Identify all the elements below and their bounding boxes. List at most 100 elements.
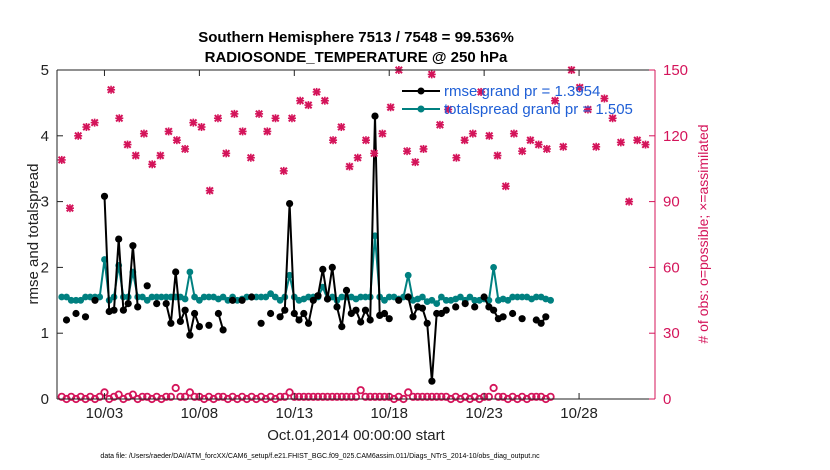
rmse-point	[176, 317, 184, 325]
rmse-point	[81, 313, 90, 321]
rmse-point	[295, 316, 303, 324]
obs-assimilated-marker	[501, 182, 510, 191]
obs-possible-marker	[418, 392, 427, 401]
obs-assimilated-marker	[592, 142, 601, 151]
obs-possible-marker	[427, 392, 436, 401]
rmse-point	[267, 309, 275, 318]
rmse-point	[471, 303, 479, 311]
legend-rmse-marker	[417, 87, 425, 95]
obs-assimilated-marker	[386, 103, 395, 112]
obs-possible-marker	[332, 392, 342, 401]
rmse-point	[195, 323, 203, 331]
rmse-point	[452, 303, 460, 311]
rmse-point	[357, 318, 365, 326]
rmse-point	[129, 242, 137, 250]
obs-assimilated-marker	[600, 94, 609, 103]
rmse-point	[409, 313, 417, 321]
obs-possible-marker	[408, 392, 418, 401]
rmse-line-segment	[165, 271, 201, 337]
totalspread-point	[362, 293, 369, 301]
obs-assimilated-marker	[181, 144, 190, 153]
y2-axis-label: # of obs: o=possible; ×=assimilated	[695, 124, 711, 343]
obs-assimilated-marker	[633, 136, 642, 145]
rmse-point	[162, 300, 170, 308]
y-tick-label: 0	[41, 391, 49, 408]
totalspread-point	[186, 268, 194, 276]
rmse-point	[300, 309, 308, 318]
obs-possible-marker	[162, 392, 171, 401]
obs-assimilated-marker	[534, 140, 543, 149]
x-axis-ticks: 10/03 10/08 10/13 10/18 10/23 10/28	[86, 70, 598, 422]
rmse-point	[186, 331, 194, 339]
totalspread-point	[82, 293, 89, 301]
plot-area	[57, 70, 655, 399]
obs-assimilated-marker	[509, 129, 518, 138]
totalspread-point	[162, 293, 170, 301]
obs-assimilated-marker	[271, 114, 280, 123]
rmse-point	[542, 313, 550, 321]
obs-possible-marker	[171, 383, 180, 393]
rmse-point	[338, 323, 346, 331]
obs-assimilated-marker	[460, 136, 469, 145]
rmse-point	[167, 319, 175, 327]
rmse-point	[143, 282, 151, 290]
rmse-point	[395, 296, 403, 304]
totalspread-point	[466, 293, 474, 301]
obs-assimilated-marker	[329, 136, 338, 145]
rmse-point	[304, 319, 313, 327]
obs-assimilated-marker	[378, 129, 387, 138]
obs-possible-marker	[214, 392, 223, 401]
obs-possible-marker	[546, 392, 555, 401]
rmse-point	[281, 306, 289, 314]
obs-possible-marker	[532, 392, 541, 401]
obs-assimilated-marker	[320, 96, 329, 105]
obs-possible-marker	[323, 392, 332, 401]
obs-possible-marker	[285, 388, 294, 397]
totalspread-point	[286, 271, 293, 279]
totalspread-point	[77, 296, 85, 304]
obs-possible-marker	[351, 392, 361, 401]
obs-assimilated-marker	[304, 101, 313, 110]
obs-assimilated-marker	[542, 144, 551, 153]
obs-assimilated-marker	[90, 118, 99, 127]
obs-assimilated-marker	[403, 147, 412, 156]
obs-assimilated-marker	[65, 204, 74, 213]
rmse-point	[115, 235, 123, 243]
rmse-point	[342, 286, 351, 294]
obs-possible-marker	[361, 392, 370, 401]
totalspread-point	[442, 296, 450, 304]
obs-possible-marker	[313, 392, 323, 401]
obs-assimilated-marker	[263, 127, 272, 136]
rmse-point	[134, 303, 142, 311]
y-tick-label: 4	[41, 128, 49, 145]
totalspread-point	[518, 293, 526, 301]
obs-possible-marker	[128, 390, 137, 399]
obs-assimilated-marker	[279, 166, 288, 175]
obs-possible-marker	[299, 392, 308, 401]
obs-assimilated-marker	[370, 149, 379, 158]
y-tick-label: 1	[41, 325, 49, 342]
chart-title-line-1: Southern Hemisphere 7513 / 7548 = 99.536…	[198, 29, 514, 46]
totalspread-point	[148, 293, 156, 301]
totalspread-point	[404, 271, 412, 279]
totalspread-point	[509, 293, 516, 301]
y-tick-label: 5	[41, 62, 49, 79]
rmse-point	[380, 309, 389, 318]
y2-tick-label: 0	[663, 391, 671, 408]
rmse-point	[333, 303, 341, 311]
obs-assimilated-marker	[57, 155, 66, 164]
obs-assimilated-marker	[197, 123, 206, 132]
obs-assimilated-marker	[551, 96, 560, 105]
obs-assimilated-marker	[411, 158, 420, 167]
rmse-point	[361, 306, 370, 314]
totalspread-point	[532, 293, 540, 301]
obs-assimilated-marker	[139, 129, 148, 138]
totalspread-point	[471, 296, 479, 304]
series-layer	[58, 112, 554, 385]
totalspread-point	[257, 293, 265, 301]
rmse-point	[229, 296, 237, 304]
rmse-point	[418, 304, 426, 312]
y2-tick-label: 60	[663, 259, 680, 276]
obs-possible-marker	[181, 392, 190, 401]
